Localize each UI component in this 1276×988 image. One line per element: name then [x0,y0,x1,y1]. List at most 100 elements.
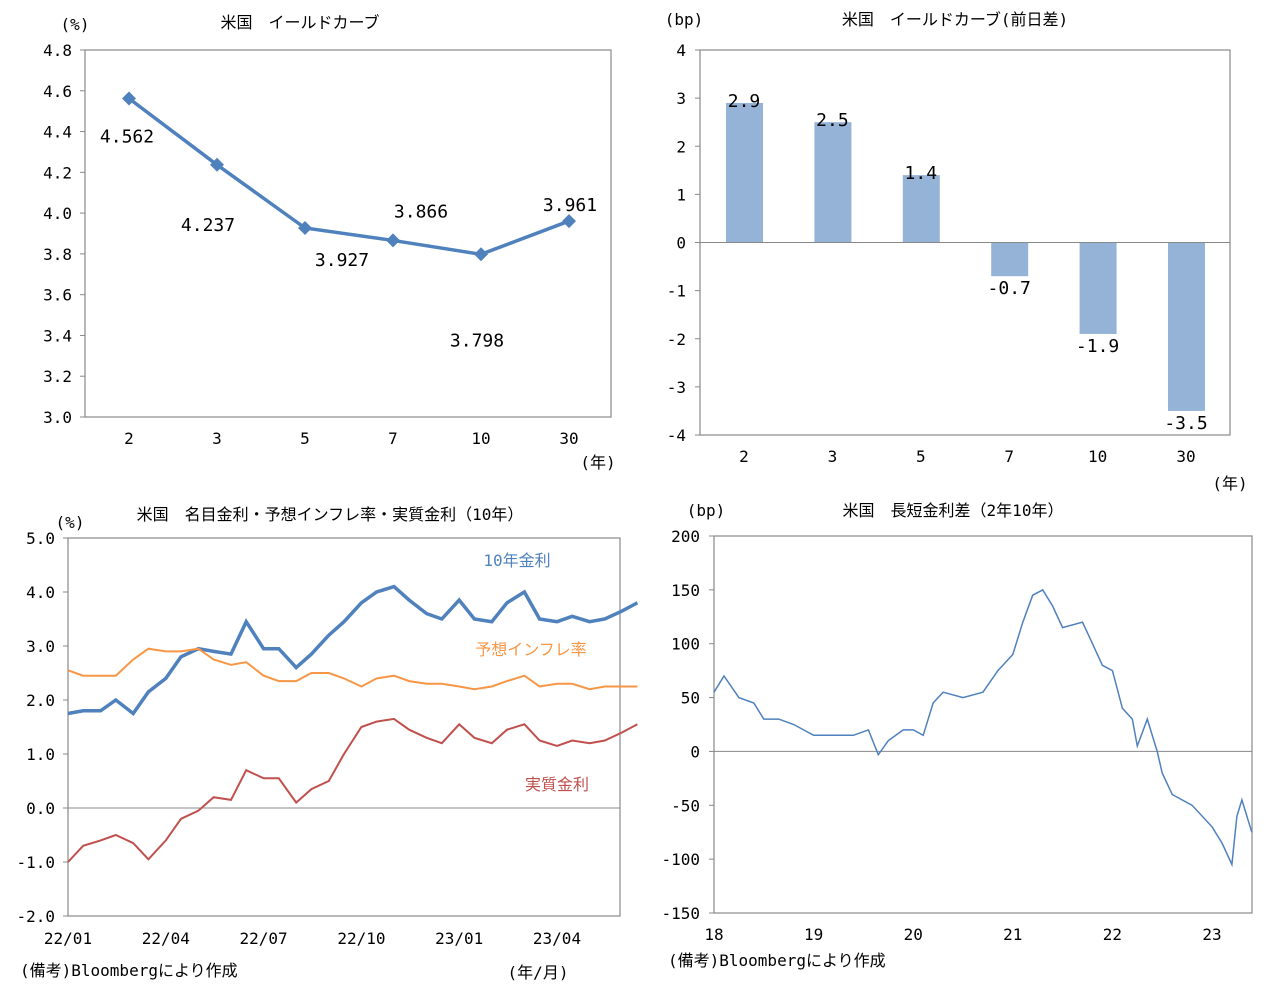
yield-spread-chart: 米国 長短金利差（2年10年） (bp) (備考)Bloombergにより作成 … [661,501,1253,970]
y-tick-label: -50 [671,796,700,815]
x-tick-label: 2 [739,447,749,466]
x-tick-label: 23/04 [533,929,581,948]
yield-curve-chart: 米国 イールドカーブ (%) (年) 3.0 3.2 3.4 3.6 3.8 4.0 4.2… [43,13,616,472]
plot-area [84,49,612,418]
x-tick-label: 22/01 [44,929,92,948]
yield-curve-change-chart: 米国 イールドカーブ(前日差) (bp) (年) -4 -3 -2 -1 0 1 2 3 4 2 3… [665,10,1248,493]
y-tick-label: 3.0 [43,408,72,427]
x-tick-label: 5 [916,447,926,466]
y-tick-label: -1 [667,282,686,301]
chart-title: 米国 イールドカーブ(前日差) [842,10,1068,29]
y-axis-unit: (%) [56,513,85,532]
data-label: 4.562 [100,127,154,148]
chart-title: 米国 イールドカーブ [220,13,379,32]
x-tick-label: 22 [1103,925,1122,944]
x-tick-label: 21 [1003,925,1022,944]
x-axis-unit: (年) [580,453,615,472]
y-axis-unit: (%) [61,15,90,34]
y-tick-label: 4.6 [43,82,72,101]
x-axis-unit: (年) [1212,474,1247,493]
x-tick-label: 22/10 [337,929,385,948]
x-tick-label: 3 [212,429,222,448]
y-tick-label: -1.0 [16,853,55,872]
y-tick-label: -150 [661,904,700,923]
y-tick-label: 4.0 [26,583,55,602]
y-tick-label: -100 [661,850,700,869]
x-tick-label: 30 [1176,447,1195,466]
y-tick-label: 1.0 [26,745,55,764]
chart-title: 米国 名目金利・予想インフレ率・実質金利（10年） [137,505,524,524]
bar [991,242,1029,277]
y-tick-label: 5.0 [26,529,55,548]
bar [1079,242,1117,334]
y-tick-label: 3.4 [43,326,72,345]
bar [902,175,940,243]
y-tick-label: -3 [667,378,686,397]
data-label: 3.961 [543,195,597,216]
y-tick-label: 4.8 [43,41,72,60]
spread-line [713,588,1253,868]
data-label: 3.927 [315,250,369,271]
x-tick-label: 22/04 [142,929,190,948]
y-tick-label: 4.2 [43,163,72,182]
y-tick-label: 3.8 [43,245,72,264]
x-tick-label: 5 [300,429,310,448]
data-label: -0.7 [988,278,1031,299]
y-tick-label: 3.0 [26,637,55,656]
plot-area [67,537,621,917]
y-tick-label: 4.4 [43,123,72,142]
x-tick-label: 18 [704,925,723,944]
data-label: 1.4 [905,163,938,184]
y-tick-label: 3.6 [43,286,72,305]
bar [1168,242,1205,411]
y-axis-unit: (bp) [687,501,726,520]
y-tick-label: 0.0 [26,799,55,818]
x-tick-label: 10 [1088,447,1107,466]
x-tick-label: 23 [1202,925,1221,944]
y-tick-label: -4 [667,426,686,445]
data-point-marker [386,233,400,248]
x-tick-label: 23/01 [435,929,483,948]
x-tick-label: 7 [1004,447,1014,466]
data-label: 3.798 [450,330,504,351]
source-note: (備考)Bloombergにより作成 [20,961,238,980]
series-line [67,584,639,717]
plot-area [713,535,1253,914]
y-tick-label: 3 [676,89,686,108]
y-tick-label: -2.0 [16,907,55,926]
bar [726,102,763,243]
x-tick-label: 30 [559,429,578,448]
data-point-marker [474,247,488,262]
y-tick-label: 4.0 [43,204,72,223]
bar [814,122,852,243]
data-label: -3.5 [1164,413,1207,434]
y-tick-label: -2 [667,330,686,349]
y-tick-label: 2 [676,137,686,156]
y-tick-label: 100 [671,635,700,654]
data-point-marker [562,214,576,229]
data-point-marker [122,91,136,106]
series-line [67,647,638,691]
data-label: 2.9 [728,91,761,112]
y-tick-label: 200 [671,527,700,546]
legend-nominal-10y: 10年金利 [483,551,550,570]
data-label: 3.866 [394,201,448,222]
x-tick-label: 10 [471,429,490,448]
x-tick-label: 22/07 [240,929,288,948]
data-label: 2.5 [816,110,849,131]
x-tick-label: 19 [804,925,823,944]
yield-line [127,97,570,257]
y-tick-label: 0 [690,742,700,761]
chart-title: 米国 長短金利差（2年10年） [843,501,1064,520]
source-note: (備考)Bloombergにより作成 [668,951,886,970]
y-axis-unit: (bp) [665,10,704,29]
legend-real-rate: 実質金利 [525,775,589,794]
y-tick-label: 3.2 [43,367,72,386]
y-tick-label: 4 [676,41,686,60]
real-rate-chart: 米国 名目金利・予想インフレ率・実質金利（10年） (%) (年/月) (備考)… [16,505,639,982]
x-tick-label: 2 [124,429,134,448]
data-label: -1.9 [1076,336,1119,357]
y-tick-label: 150 [671,581,700,600]
y-tick-label: 2.0 [26,691,55,710]
